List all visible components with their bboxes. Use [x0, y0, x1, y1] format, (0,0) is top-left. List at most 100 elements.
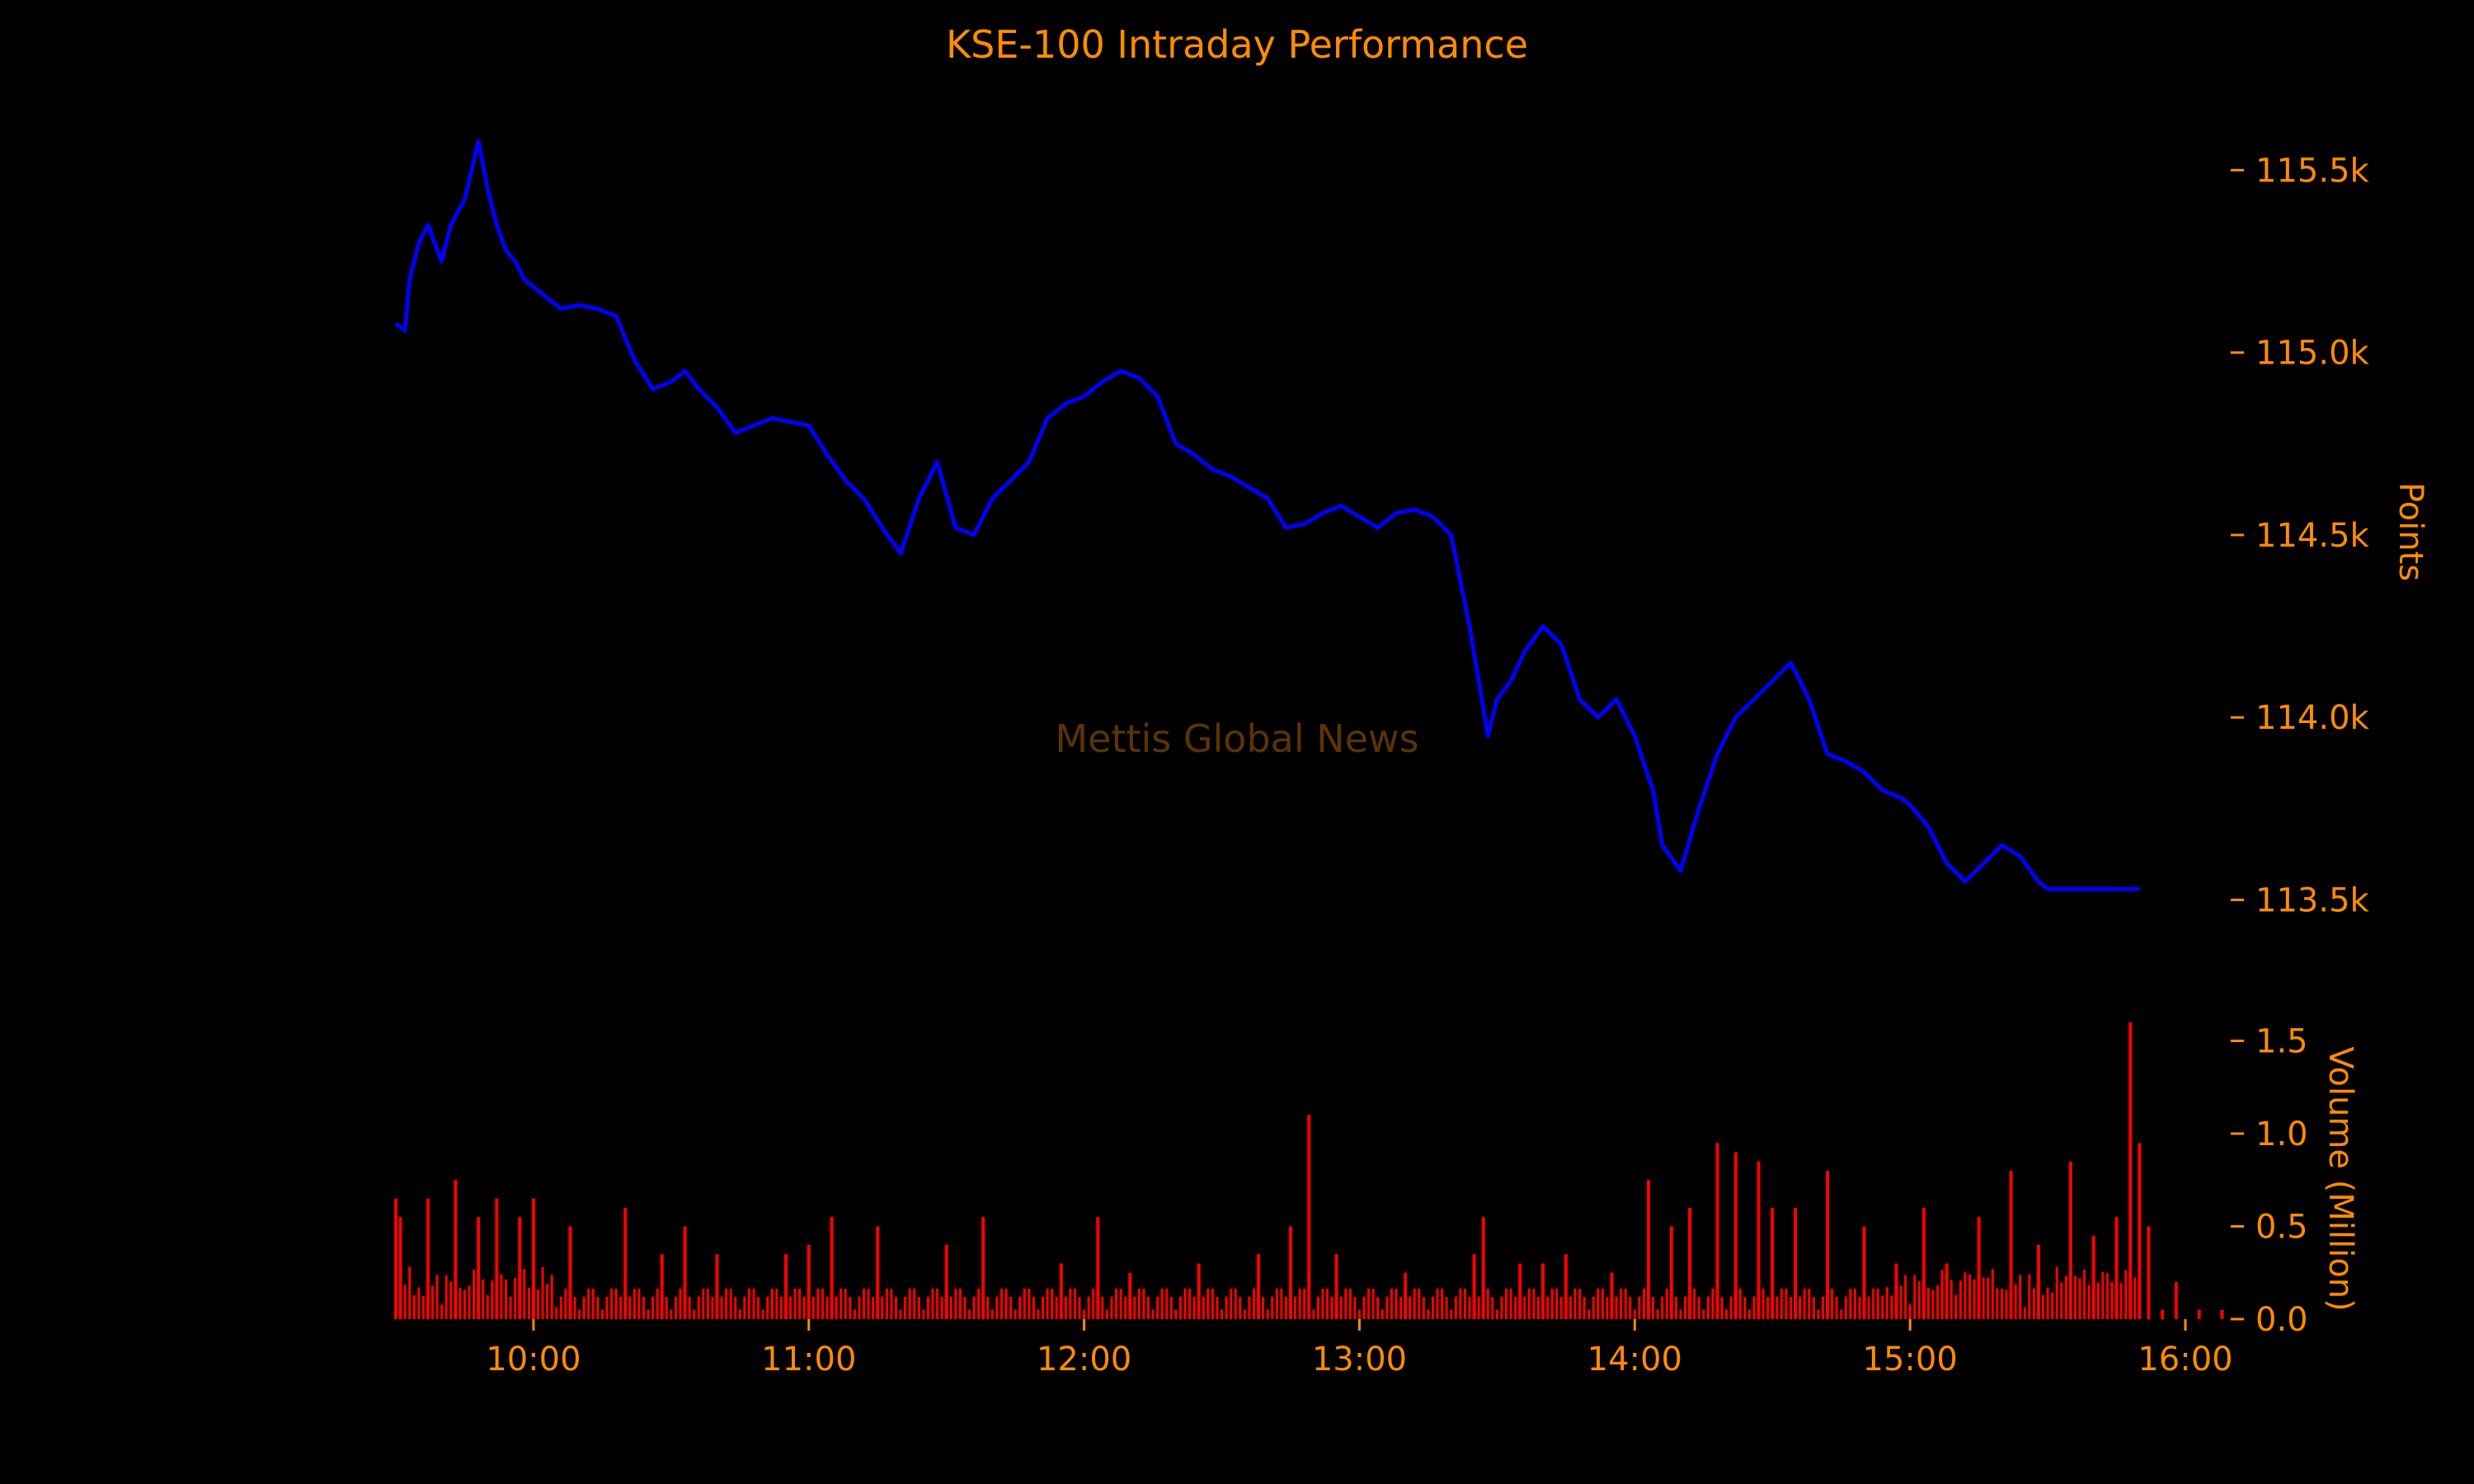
volume-bar [1597, 1288, 1600, 1319]
volume-bar [473, 1270, 476, 1319]
volume-bar [468, 1285, 471, 1319]
volume-bar [1450, 1309, 1453, 1319]
volume-bar [412, 1295, 416, 1319]
time-tick-label: 12:00 [1037, 1341, 1131, 1378]
volume-bar [1321, 1288, 1324, 1319]
volume-bar [936, 1289, 939, 1319]
volume-bar [1385, 1296, 1389, 1319]
volume-spike [1197, 1263, 1201, 1319]
volume-bar [2133, 1277, 2137, 1319]
volume-bar [647, 1309, 650, 1319]
volume-bar [482, 1279, 485, 1319]
volume-bar [821, 1289, 824, 1319]
volume-bar [1559, 1297, 1563, 1319]
volume-bar [779, 1297, 783, 1319]
volume-bar [1257, 1289, 1260, 1319]
volume-bar [1243, 1309, 1246, 1319]
volume-bar [1555, 1289, 1559, 1319]
volume-bar [403, 1284, 407, 1319]
volume-bar [1463, 1289, 1466, 1319]
volume-y-axis: 0.0 0.5 1.0 1.5 [2231, 1023, 2308, 1339]
volume-bar [1780, 1288, 1783, 1319]
volume-bar [1014, 1309, 1017, 1319]
volume-bar [600, 1309, 604, 1319]
volume-bar [1234, 1289, 1237, 1319]
volume-spike [477, 1217, 481, 1319]
volume-bar [1069, 1288, 1072, 1319]
volume-spike [1771, 1208, 1775, 1319]
volume-bar [1307, 1297, 1310, 1319]
volume-bar [1298, 1288, 1301, 1319]
volume-bar [591, 1289, 595, 1319]
volume-bar [1808, 1289, 1811, 1319]
volume-bar [1840, 1309, 1843, 1319]
volume-bar [1761, 1289, 1765, 1319]
volume-bar [1128, 1309, 1131, 1319]
volume-bar [1105, 1309, 1108, 1319]
volume-bar [684, 1289, 687, 1319]
volume-bar [1376, 1297, 1380, 1319]
volume-bar [1156, 1296, 1159, 1319]
volume-bar [1192, 1297, 1196, 1319]
volume-bar [1119, 1289, 1122, 1319]
volume-bar [651, 1296, 655, 1319]
volume-spike [2091, 1235, 2095, 1319]
volume-spike [1669, 1226, 1673, 1319]
volume-bar [738, 1309, 741, 1319]
volume-spike [623, 1208, 628, 1319]
volume-spike [531, 1198, 535, 1319]
volume-bar [1706, 1296, 1710, 1319]
volume-spike [454, 1180, 458, 1319]
volume-bar [863, 1288, 866, 1319]
volume-bar [1436, 1288, 1439, 1319]
volume-bar [661, 1289, 664, 1319]
volume-bar [729, 1289, 732, 1319]
volume-bar [1922, 1268, 1926, 1319]
volume-bar [1817, 1309, 1820, 1319]
volume-bar [1486, 1289, 1489, 1319]
volume-bar [1362, 1296, 1366, 1319]
volume-bar [1271, 1296, 1274, 1319]
price-series-line [394, 139, 2140, 891]
volume-spike [1688, 1208, 1692, 1319]
price-y-axis: 113.5k 114.0k 114.5k 115.0k 115.5k [2231, 152, 2370, 919]
volume-bar [1032, 1297, 1035, 1319]
volume-spike [2009, 1171, 2013, 1319]
volume-bar [2005, 1289, 2008, 1319]
volume-bar [1803, 1288, 1806, 1319]
volume-bar [1225, 1296, 1228, 1319]
volume-bar [1473, 1309, 1476, 1319]
volume-bar [1647, 1289, 1650, 1319]
volume-bar [665, 1297, 668, 1319]
volume-bar [1968, 1274, 1971, 1319]
volume-bar [1978, 1297, 1981, 1319]
volume-bar [926, 1296, 929, 1319]
volume-spike [2161, 1309, 2165, 1319]
volume-bar [1211, 1289, 1214, 1319]
volume-bar [885, 1288, 888, 1319]
price-tick-label: 114.0k [2255, 699, 2370, 737]
volume-bar [2083, 1269, 2086, 1319]
volume-spike [876, 1226, 880, 1319]
volume-bar [1344, 1288, 1348, 1319]
price-axis-label: Points [2392, 482, 2429, 581]
volume-bar [1734, 1288, 1738, 1319]
volume-spike [1307, 1115, 1311, 1319]
volume-bar [995, 1296, 999, 1319]
volume-bar [890, 1289, 893, 1319]
volume-bar [968, 1309, 971, 1319]
volume-bar [1083, 1309, 1086, 1319]
volume-bar [904, 1296, 907, 1319]
volume-spike [1059, 1263, 1063, 1319]
volume-bar [840, 1288, 843, 1319]
price-tick-label: 114.5k [2255, 517, 2370, 555]
volume-bar [573, 1297, 576, 1319]
volume-bar [1445, 1297, 1448, 1319]
volume-bar [1418, 1289, 1421, 1319]
volume-bar [913, 1289, 916, 1319]
volume-bar [559, 1296, 562, 1319]
volume-bar [2060, 1282, 2063, 1319]
volume-bar [500, 1274, 503, 1319]
volume-bar [2000, 1289, 2003, 1319]
volume-bar [495, 1272, 498, 1319]
